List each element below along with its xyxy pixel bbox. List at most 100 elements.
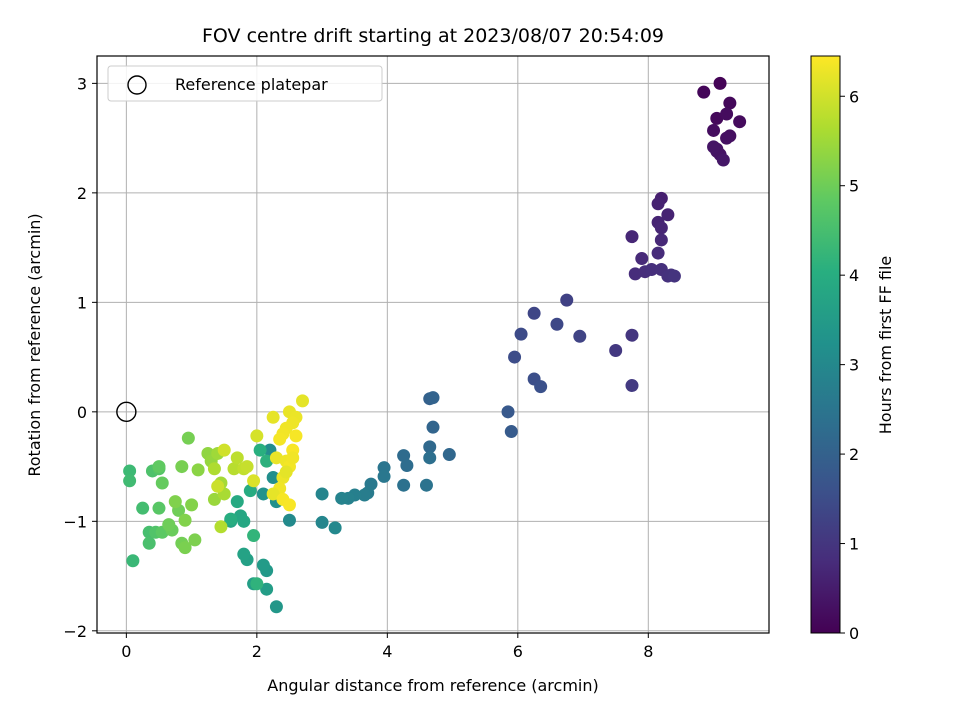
data-point <box>514 327 528 341</box>
plot-area: 0 2 4 6 8 −2 −1 0 1 2 3 <box>63 55 770 661</box>
data-point <box>733 115 747 129</box>
data-point <box>723 96 737 110</box>
data-point <box>243 484 257 498</box>
data-point <box>707 140 721 154</box>
data-point <box>504 425 518 439</box>
colorbar-tick-label: 4 <box>849 266 859 285</box>
data-point <box>178 513 192 527</box>
data-point <box>550 317 564 331</box>
data-point <box>625 328 639 342</box>
data-point <box>357 488 371 502</box>
legend-entry-label: Reference platepar <box>175 75 328 94</box>
reference-marker <box>116 401 137 423</box>
data-point <box>501 405 515 419</box>
legend-hollow-circle-icon <box>127 75 147 95</box>
x-tick-label: 4 <box>382 642 392 661</box>
data-point <box>214 520 228 534</box>
data-point <box>273 432 287 446</box>
data-point <box>136 501 150 515</box>
data-point <box>211 479 225 493</box>
data-point <box>377 469 391 483</box>
data-point <box>240 460 254 474</box>
data-point <box>720 131 734 145</box>
data-point <box>181 431 195 445</box>
y-tick-label: 0 <box>77 403 87 422</box>
data-point <box>237 547 251 561</box>
data-point <box>266 410 280 424</box>
data-point <box>207 492 221 506</box>
x-axis-ticks: 0 2 4 6 8 <box>121 633 653 661</box>
colorbar-tick-label: 3 <box>849 356 859 375</box>
colorbar-tick-label: 5 <box>849 177 859 196</box>
x-tick-label: 8 <box>643 642 653 661</box>
data-point <box>654 221 668 235</box>
data-point <box>256 487 270 501</box>
data-point <box>527 306 541 320</box>
data-point <box>625 379 639 393</box>
data-point <box>260 454 274 468</box>
data-point <box>253 443 267 457</box>
colorbar-ticks: 0 1 2 3 4 5 6 <box>840 87 859 643</box>
data-point <box>667 269 681 283</box>
data-point <box>250 577 264 591</box>
y-axis-ticks: −2 −1 0 1 2 3 <box>63 74 97 641</box>
data-point <box>442 448 456 462</box>
data-point <box>282 513 296 527</box>
data-point <box>224 512 238 526</box>
data-point <box>654 233 668 247</box>
y-tick-label: −2 <box>63 622 87 641</box>
data-point <box>713 76 727 90</box>
data-point <box>175 460 189 474</box>
plot-frame <box>96 55 770 634</box>
data-point <box>423 440 437 454</box>
data-point <box>661 208 675 222</box>
data-point <box>645 263 659 277</box>
data-point <box>625 230 639 244</box>
data-point <box>260 582 274 596</box>
data-point <box>573 329 587 343</box>
data-point <box>710 111 724 125</box>
data-point <box>230 451 244 465</box>
grid <box>97 56 769 633</box>
data-point <box>188 533 202 547</box>
data-point <box>716 153 730 167</box>
data-point <box>217 443 231 457</box>
data-point <box>423 451 437 465</box>
data-point <box>289 429 303 443</box>
x-tick-label: 0 <box>121 642 131 661</box>
y-axis-label: Rotation from reference (arcmin) <box>25 213 44 476</box>
data-point <box>335 491 349 505</box>
y-tick-label: 2 <box>77 184 87 203</box>
data-point <box>635 252 649 266</box>
data-point <box>697 85 711 99</box>
legend: Reference platepar <box>107 65 383 102</box>
data-point <box>207 462 221 476</box>
data-point <box>155 476 169 490</box>
legend-box <box>107 65 383 102</box>
data-point <box>426 391 440 405</box>
data-point <box>720 107 734 121</box>
data-point <box>651 246 665 260</box>
colorbar-tick-label: 0 <box>849 624 859 643</box>
data-point <box>296 394 310 408</box>
data-point <box>123 474 137 488</box>
data-point <box>508 350 522 364</box>
data-points <box>123 76 747 614</box>
data-point <box>628 267 642 281</box>
data-point <box>269 600 283 614</box>
data-point <box>534 380 548 394</box>
chart-title: FOV centre drift starting at 2023/08/07 … <box>202 25 664 47</box>
data-point <box>397 478 411 492</box>
reference-platepar-point <box>116 401 137 423</box>
data-point <box>152 460 166 474</box>
data-point <box>185 498 199 512</box>
data-point <box>142 536 156 550</box>
data-point <box>266 487 280 501</box>
data-point <box>237 514 251 528</box>
data-point <box>328 521 342 535</box>
data-point <box>315 515 329 529</box>
data-point <box>266 471 280 485</box>
data-point <box>282 498 296 512</box>
colorbar-tick-label: 1 <box>849 535 859 554</box>
data-point <box>707 123 721 137</box>
